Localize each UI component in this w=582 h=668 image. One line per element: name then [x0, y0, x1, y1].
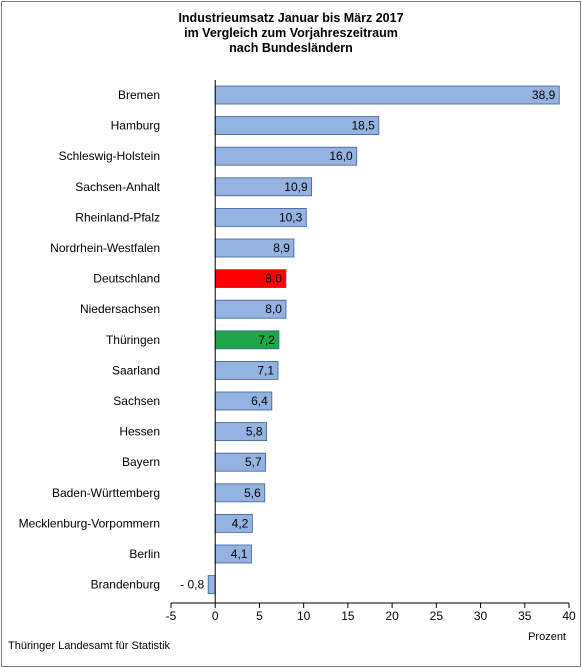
value-label-baden-w-rttemberg: 5,6	[244, 486, 261, 500]
value-label-bayern: 5,7	[245, 455, 262, 469]
value-label-saarland: 7,1	[257, 363, 274, 377]
value-label-bremen: 38,9	[532, 88, 556, 102]
x-tick-label-40: 40	[562, 609, 576, 623]
category-label-hessen: Hessen	[119, 425, 160, 439]
bars-group	[207, 85, 560, 594]
value-label-schleswig-holstein: 16,0	[329, 149, 353, 163]
category-label-hamburg: Hamburg	[111, 119, 160, 133]
x-tick-label-5: 5	[256, 609, 263, 623]
category-label-deutschland: Deutschland	[93, 272, 160, 286]
value-label-th-ringen: 7,2	[258, 333, 275, 347]
category-labels: Bremen Hamburg Schleswig-Holstein Sachsen-A…	[19, 88, 161, 592]
category-label-mecklenburg-vorpommern: Mecklenburg-Vorpommern	[19, 516, 160, 530]
bar-bremen	[214, 85, 560, 105]
category-label-niedersachsen: Niedersachsen	[80, 302, 160, 316]
chart-title: Industrieumsatz Januar bis März 2017 im …	[0, 11, 582, 56]
x-axis: -5 0 5 10 15 20 25 30 35 40	[166, 80, 576, 623]
value-label-hessen: 5,8	[246, 425, 263, 439]
value-label-berlin: 4,1	[231, 547, 248, 561]
x-axis-label: Prozent	[528, 631, 566, 643]
value-label-sachsen-anhalt: 10,9	[284, 180, 308, 194]
category-label-saarland: Saarland	[112, 363, 160, 377]
value-label-deutschland: 8,0	[265, 272, 282, 286]
value-label-nordrhein-westfalen: 8,9	[273, 241, 290, 255]
category-label-bremen: Bremen	[118, 88, 160, 102]
category-label-bayern: Bayern	[122, 455, 160, 469]
value-label-hamburg: 18,5	[351, 119, 375, 133]
x-tick-label-25: 25	[430, 609, 444, 623]
category-label-sachsen: Sachsen	[113, 394, 160, 408]
category-label-th-ringen: Thüringen	[106, 333, 160, 347]
category-label-sachsen-anhalt: Sachsen-Anhalt	[75, 180, 160, 194]
x-tick-label--5: -5	[166, 609, 177, 623]
value-label-brandenburg: - 0,8	[180, 578, 204, 592]
category-label-nordrhein-westfalen: Nordrhein-Westfalen	[50, 241, 160, 255]
x-tick-label-10: 10	[297, 609, 311, 623]
value-labels: 38,9 18,5 16,0 10,9 10,3 8,9 8,0 8,0 7,2 7,1 6,4 5,…	[180, 88, 555, 592]
value-label-niedersachsen: 8,0	[265, 302, 282, 316]
title-line-1: Industrieumsatz Januar bis März 2017	[178, 11, 404, 25]
x-tick-label-0: 0	[212, 609, 219, 623]
category-label-berlin: Berlin	[129, 547, 160, 561]
x-tick-label-20: 20	[385, 609, 399, 623]
source-note: Thüringer Landesamt für Statistik	[8, 640, 171, 652]
value-label-rheinland-pfalz: 10,3	[279, 210, 303, 224]
category-label-baden-w-rttemberg: Baden-Württemberg	[52, 486, 160, 500]
value-label-sachsen: 6,4	[251, 394, 268, 408]
category-label-schleswig-holstein: Schleswig-Holstein	[59, 149, 160, 163]
value-label-mecklenburg-vorpommern: 4,2	[232, 516, 249, 530]
x-tick-label-35: 35	[518, 609, 532, 623]
title-line-2: im Vergleich zum Vorjahreszeitraum	[184, 26, 398, 40]
title-line-3: nach Bundesländern	[229, 41, 353, 55]
x-tick-label-15: 15	[341, 609, 355, 623]
x-tick-label-30: 30	[474, 609, 488, 623]
category-label-rheinland-pfalz: Rheinland-Pfalz	[75, 210, 160, 224]
category-label-brandenburg: Brandenburg	[91, 578, 160, 592]
bar-brandenburg	[207, 575, 216, 594]
